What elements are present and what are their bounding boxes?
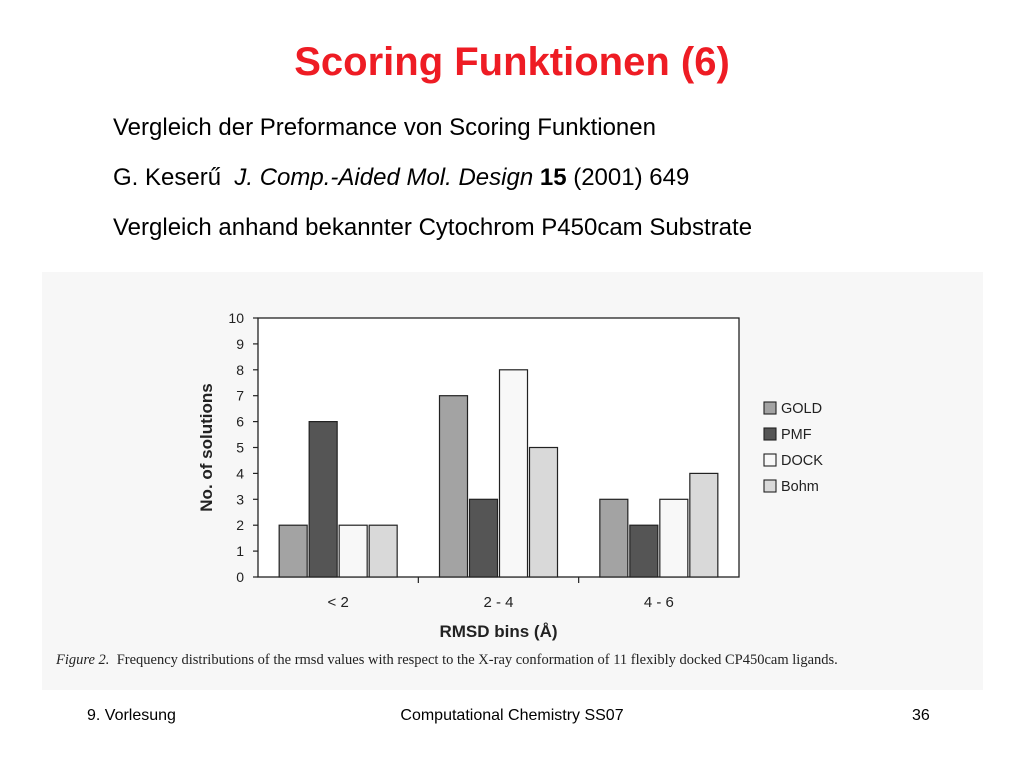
x-tick-label: 4 - 6 [644, 594, 674, 611]
subtitle-line-1: Vergleich der Preformance von Scoring Fu… [113, 114, 656, 141]
legend-swatch-pmf [763, 427, 777, 441]
figure-caption: Figure 2. Frequency distributions of the… [56, 652, 838, 669]
x-axis-title: RMSD bins (Å) [439, 622, 557, 641]
y-tick-label: 5 [236, 440, 244, 456]
y-tick-label: 9 [236, 336, 244, 352]
citation-year-page: (2001) 649 [573, 164, 690, 191]
y-tick-label: 0 [236, 569, 244, 585]
figure-caption-text: Frequency distributions of the rmsd valu… [116, 652, 838, 668]
y-tick-label: 2 [236, 517, 244, 533]
bar-dock-2 [659, 498, 689, 578]
citation-line: G. Keserű J. Comp.-Aided Mol. Design 15 … [113, 164, 689, 192]
bar-pmf-0 [308, 421, 338, 578]
footer-lecture: 9. Vorlesung [87, 707, 176, 724]
y-tick-label: 3 [236, 491, 244, 507]
bar-bohm-0 [368, 524, 398, 578]
x-tick-label: 2 - 4 [483, 594, 513, 611]
bar-chart: 0 1 2 3 4 5 6 7 8 9 10 < 2 2 - 4 4 - 6 RMSD bins (Å) N… [197, 310, 823, 641]
y-axis-title: No. of solutions [197, 383, 216, 511]
figure-panel: 0 1 2 3 4 5 6 7 8 9 10 < 2 2 - 4 4 - 6 RMSD bins (Å) N… [42, 272, 983, 690]
figure-caption-label: Figure 2. [56, 652, 110, 668]
legend-label-gold: GOLD [781, 401, 822, 417]
legend-swatch-bohm [763, 479, 777, 493]
legend-label-bohm: Bohm [781, 479, 819, 495]
y-tick-label: 8 [236, 362, 244, 378]
legend-swatch-dock [763, 453, 777, 467]
legend-label-dock: DOCK [781, 453, 823, 469]
bar-dock-1 [498, 369, 529, 578]
bar-pmf-2 [629, 524, 659, 578]
bar-pmf-1 [468, 498, 499, 578]
bar-bohm-1 [528, 446, 559, 578]
citation-journal: J. Comp.-Aided Mol. Design [234, 164, 534, 191]
y-tick-label: 6 [236, 414, 244, 430]
bar-dock-0 [338, 524, 368, 578]
subtitle-line-3: Vergleich anhand bekannter Cytochrom P45… [113, 214, 753, 241]
plot-area-frame [257, 317, 740, 578]
bar-gold-0 [278, 524, 308, 578]
footer-course: Computational Chemistry SS07 [400, 707, 624, 724]
legend-label-pmf: PMF [781, 427, 812, 443]
x-tick-label: < 2 [328, 594, 349, 611]
bar-gold-2 [599, 498, 629, 578]
y-tick-label: 7 [236, 388, 244, 404]
y-tick-label: 4 [236, 465, 244, 481]
bar-gold-1 [438, 395, 469, 578]
y-tick-label: 10 [228, 310, 244, 326]
footer-page-number: 36 [912, 707, 930, 724]
bar-bohm-2 [689, 472, 719, 578]
slide-title: Scoring Funktionen (6) [294, 40, 730, 84]
citation-author: G. Keserű [113, 164, 222, 191]
citation-volume: 15 [539, 164, 567, 191]
legend-swatch-gold [763, 401, 777, 415]
y-tick-label: 1 [236, 543, 244, 559]
